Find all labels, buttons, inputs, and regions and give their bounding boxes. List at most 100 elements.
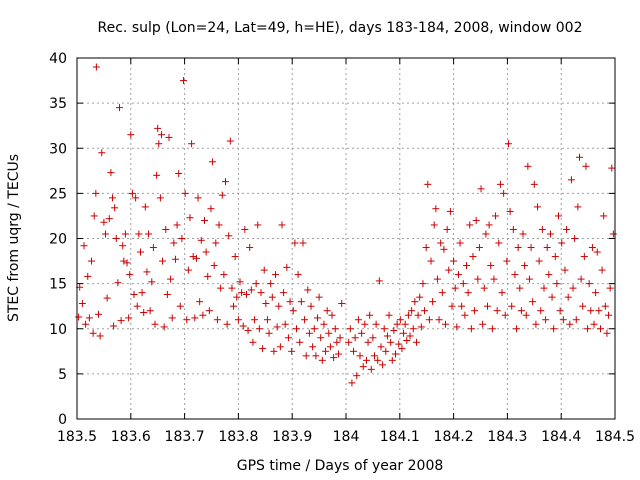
data-point [600,212,608,220]
data-point [466,221,474,229]
data-point [503,257,511,265]
data-point [270,347,278,355]
data-point [593,248,601,256]
data-point [291,239,299,247]
x-tick-label: 184.3 [487,429,527,445]
data-point [194,194,202,202]
data-point [196,298,204,306]
data-point [483,302,491,310]
data-point [233,293,241,301]
data-point [575,153,583,161]
data-point [401,320,409,328]
data-point [472,216,480,224]
data-point [226,137,234,145]
data-point [230,302,238,310]
data-point [238,289,246,297]
data-point [305,329,313,337]
data-point [513,325,521,333]
data-point [205,307,213,315]
data-point [207,205,215,213]
data-point [155,140,163,148]
data-point [140,309,148,317]
data-point [202,248,210,256]
data-point [542,316,550,324]
data-point [178,235,186,242]
data-point [102,230,110,238]
data-point [461,311,469,319]
data-point [458,302,466,310]
data-point [289,307,297,315]
data-point [353,372,361,380]
data-point [293,325,301,333]
data-point [105,215,113,223]
data-point [585,280,593,288]
data-point [419,280,427,288]
data-point [82,320,90,328]
data-point [262,299,270,307]
data-point [312,352,320,360]
data-point [404,311,412,319]
data-point [475,244,483,252]
data-point [234,316,242,324]
data-point [246,244,254,252]
data-point [100,218,108,226]
data-point [516,284,524,292]
data-point [92,189,100,197]
data-point [417,323,425,331]
data-point [477,185,485,193]
data-point [367,365,375,373]
data-point [145,230,153,238]
data-point [535,257,543,265]
data-point [153,171,161,179]
data-point [251,316,259,324]
data-point [259,345,267,353]
data-point [114,279,122,287]
x-axis-label: GPS time / Days of year 2008 [237,458,444,474]
data-point [582,162,590,170]
data-point [315,293,323,301]
x-tick-label: 184 [333,429,360,445]
data-point [231,253,239,261]
data-point [148,278,156,286]
data-point [89,329,97,337]
data-point [574,203,582,211]
data-point [351,334,359,342]
data-point [372,320,380,328]
data-point [391,350,399,358]
data-point [268,293,276,301]
data-point [437,239,445,247]
data-point [409,325,417,333]
data-point [111,204,119,212]
data-point [146,307,154,315]
data-point [103,294,111,302]
data-point [429,298,437,306]
data-point [579,302,587,310]
x-tick-label: 183.8 [218,429,258,445]
data-point [517,307,525,315]
data-point [173,221,181,229]
data-point [346,325,354,333]
data-point [320,320,328,328]
data-point [393,320,401,328]
data-point [408,307,416,315]
data-point [331,325,339,333]
data-point [595,307,603,315]
data-point [334,350,342,358]
data-point [176,302,184,310]
data-point [390,327,398,335]
data-point [427,257,435,265]
data-point [396,316,404,324]
data-point [383,332,391,340]
data-point [297,298,305,306]
data-point [590,320,598,328]
data-point [120,257,128,265]
x-tick-label: 183.9 [272,429,312,445]
data-point [433,275,441,283]
data-point [180,77,188,85]
data-point [323,307,331,315]
x-tick-label: 184.2 [434,429,474,445]
data-point [425,316,433,324]
data-point [532,320,540,328]
data-point [218,191,226,199]
chart-title: Rec. sulp (Lon=24, Lat=49, h=HE), days 1… [98,20,583,36]
